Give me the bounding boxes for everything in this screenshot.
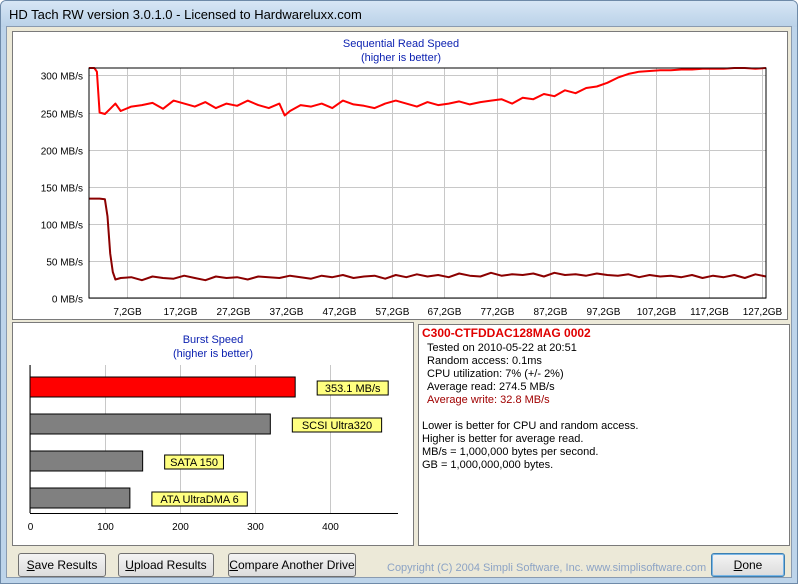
y-tick-label: 100 MB/s <box>41 221 83 232</box>
x-tick-label: 47,2GB <box>323 307 357 318</box>
window-title: HD Tach RW version 3.0.1.0 - Licensed to… <box>9 7 362 22</box>
tested-on: Tested on 2010-05-22 at 20:51 <box>427 342 577 354</box>
burst-bar-label: ATA UltraDMA 6 <box>160 494 238 506</box>
upload-results-button[interactable]: Upload Results <box>118 553 214 577</box>
compare-drive-accel: C <box>229 558 238 572</box>
note-read: Higher is better for average read. <box>422 433 584 445</box>
random-access: Random access: 0.1ms <box>427 355 542 367</box>
done-button[interactable]: Done <box>711 553 785 577</box>
burst-bar-label: SATA 150 <box>170 457 218 469</box>
x-tick-label: 107,2GB <box>637 307 677 318</box>
sequential-chart-panel: Sequential Read Speed (higher is better)… <box>12 31 788 320</box>
burst-bar-label-box <box>151 491 248 507</box>
burst-bar <box>29 487 131 509</box>
y-tick-label: 300 MB/s <box>41 72 83 83</box>
x-tick-label: 27,2GB <box>217 307 251 318</box>
burst-bar-label-box <box>164 454 224 470</box>
x-tick-label: 7,2GB <box>113 307 142 318</box>
results-info-panel: C300-CTFDDAC128MAG 0002 Tested on 2010-0… <box>418 324 790 546</box>
x-tick-label: 67,2GB <box>428 307 462 318</box>
save-results-label: ave Results <box>34 558 98 572</box>
title-bar[interactable]: HD Tach RW version 3.0.1.0 - Licensed to… <box>1 1 797 27</box>
burst-x-tick-label: 200 <box>172 522 189 533</box>
burst-bar-label-box <box>316 380 389 396</box>
compare-drive-label: ompare Another Drive <box>237 558 355 572</box>
plot-border <box>88 67 767 299</box>
copyright-text: Copyright (C) 2004 Simpli Software, Inc.… <box>387 562 707 574</box>
burst-bar-label: 353.1 MB/s <box>325 383 381 395</box>
burst-bar-label-box <box>291 417 383 433</box>
burst-chart-title: Burst Speed <box>182 334 244 346</box>
upload-results-accel: U <box>125 558 134 572</box>
burst-chart-subtitle: (higher is better) <box>172 348 254 360</box>
sequential-chart-svg: 0 MB/s 50 MB/s 100 MB/s 150 MB/s 200 MB/s 250… <box>41 67 783 318</box>
y-tick-label: 0 MB/s <box>52 295 83 306</box>
burst-bar-label: SCSI Ultra320 <box>302 420 372 432</box>
x-tick-label: 87,2GB <box>534 307 568 318</box>
burst-chart-panel: Burst Speed (higher is better) 0 100 200 30… <box>12 322 414 546</box>
series-line-average-read <box>89 67 767 117</box>
x-tick-label: 37,2GB <box>270 307 304 318</box>
burst-x-tick-label: 0 <box>28 522 34 533</box>
burst-x-tick-label: 100 <box>97 522 114 533</box>
burst-bar <box>29 376 296 398</box>
series-line-average-write <box>89 197 767 282</box>
y-tick-label: 200 MB/s <box>41 147 83 158</box>
plot-area <box>88 67 767 299</box>
cpu-utilization: CPU utilization: 7% (+/- 2%) <box>427 368 564 380</box>
drive-name: C300-CTFDDAC128MAG 0002 <box>422 326 591 340</box>
x-tick-label: 127,2GB <box>743 307 783 318</box>
burst-chart-svg: 0 100 200 300 400 353.1 MB/s SCSI Ultra320 SATA… <box>28 365 398 533</box>
burst-x-tick-label: 400 <box>322 522 339 533</box>
note-cpu: Lower is better for CPU and random acces… <box>422 420 639 432</box>
x-tick-label: 77,2GB <box>481 307 515 318</box>
sequential-chart-title: Sequential Read Speed <box>342 38 460 50</box>
compare-drive-button[interactable]: Compare Another Drive <box>228 553 356 577</box>
y-tick-label: 150 MB/s <box>41 184 83 195</box>
average-write: Average write: 32.8 MB/s <box>427 394 550 406</box>
sequential-chart-subtitle: (higher is better) <box>360 52 442 64</box>
save-results-accel: S <box>26 558 35 572</box>
y-tick-label: 50 MB/s <box>46 258 83 269</box>
burst-bar <box>29 413 271 435</box>
x-tick-label: 117,2GB <box>690 307 729 318</box>
x-tick-label: 97,2GB <box>587 307 621 318</box>
done-label: one <box>742 558 763 572</box>
x-tick-label: 57,2GB <box>376 307 410 318</box>
burst-x-tick-label: 300 <box>247 522 264 533</box>
average-read: Average read: 274.5 MB/s <box>427 381 555 393</box>
upload-results-label: pload Results <box>133 558 207 572</box>
y-tick-label: 250 MB/s <box>41 110 83 121</box>
save-results-button[interactable]: Save Results <box>18 553 106 577</box>
note-gb: GB = 1,000,000,000 bytes. <box>422 459 554 471</box>
burst-bar <box>29 450 144 472</box>
note-mbs: MB/s = 1,000,000 bytes per second. <box>422 446 599 458</box>
x-tick-label: 17,2GB <box>164 307 198 318</box>
done-accel: D <box>733 558 743 572</box>
